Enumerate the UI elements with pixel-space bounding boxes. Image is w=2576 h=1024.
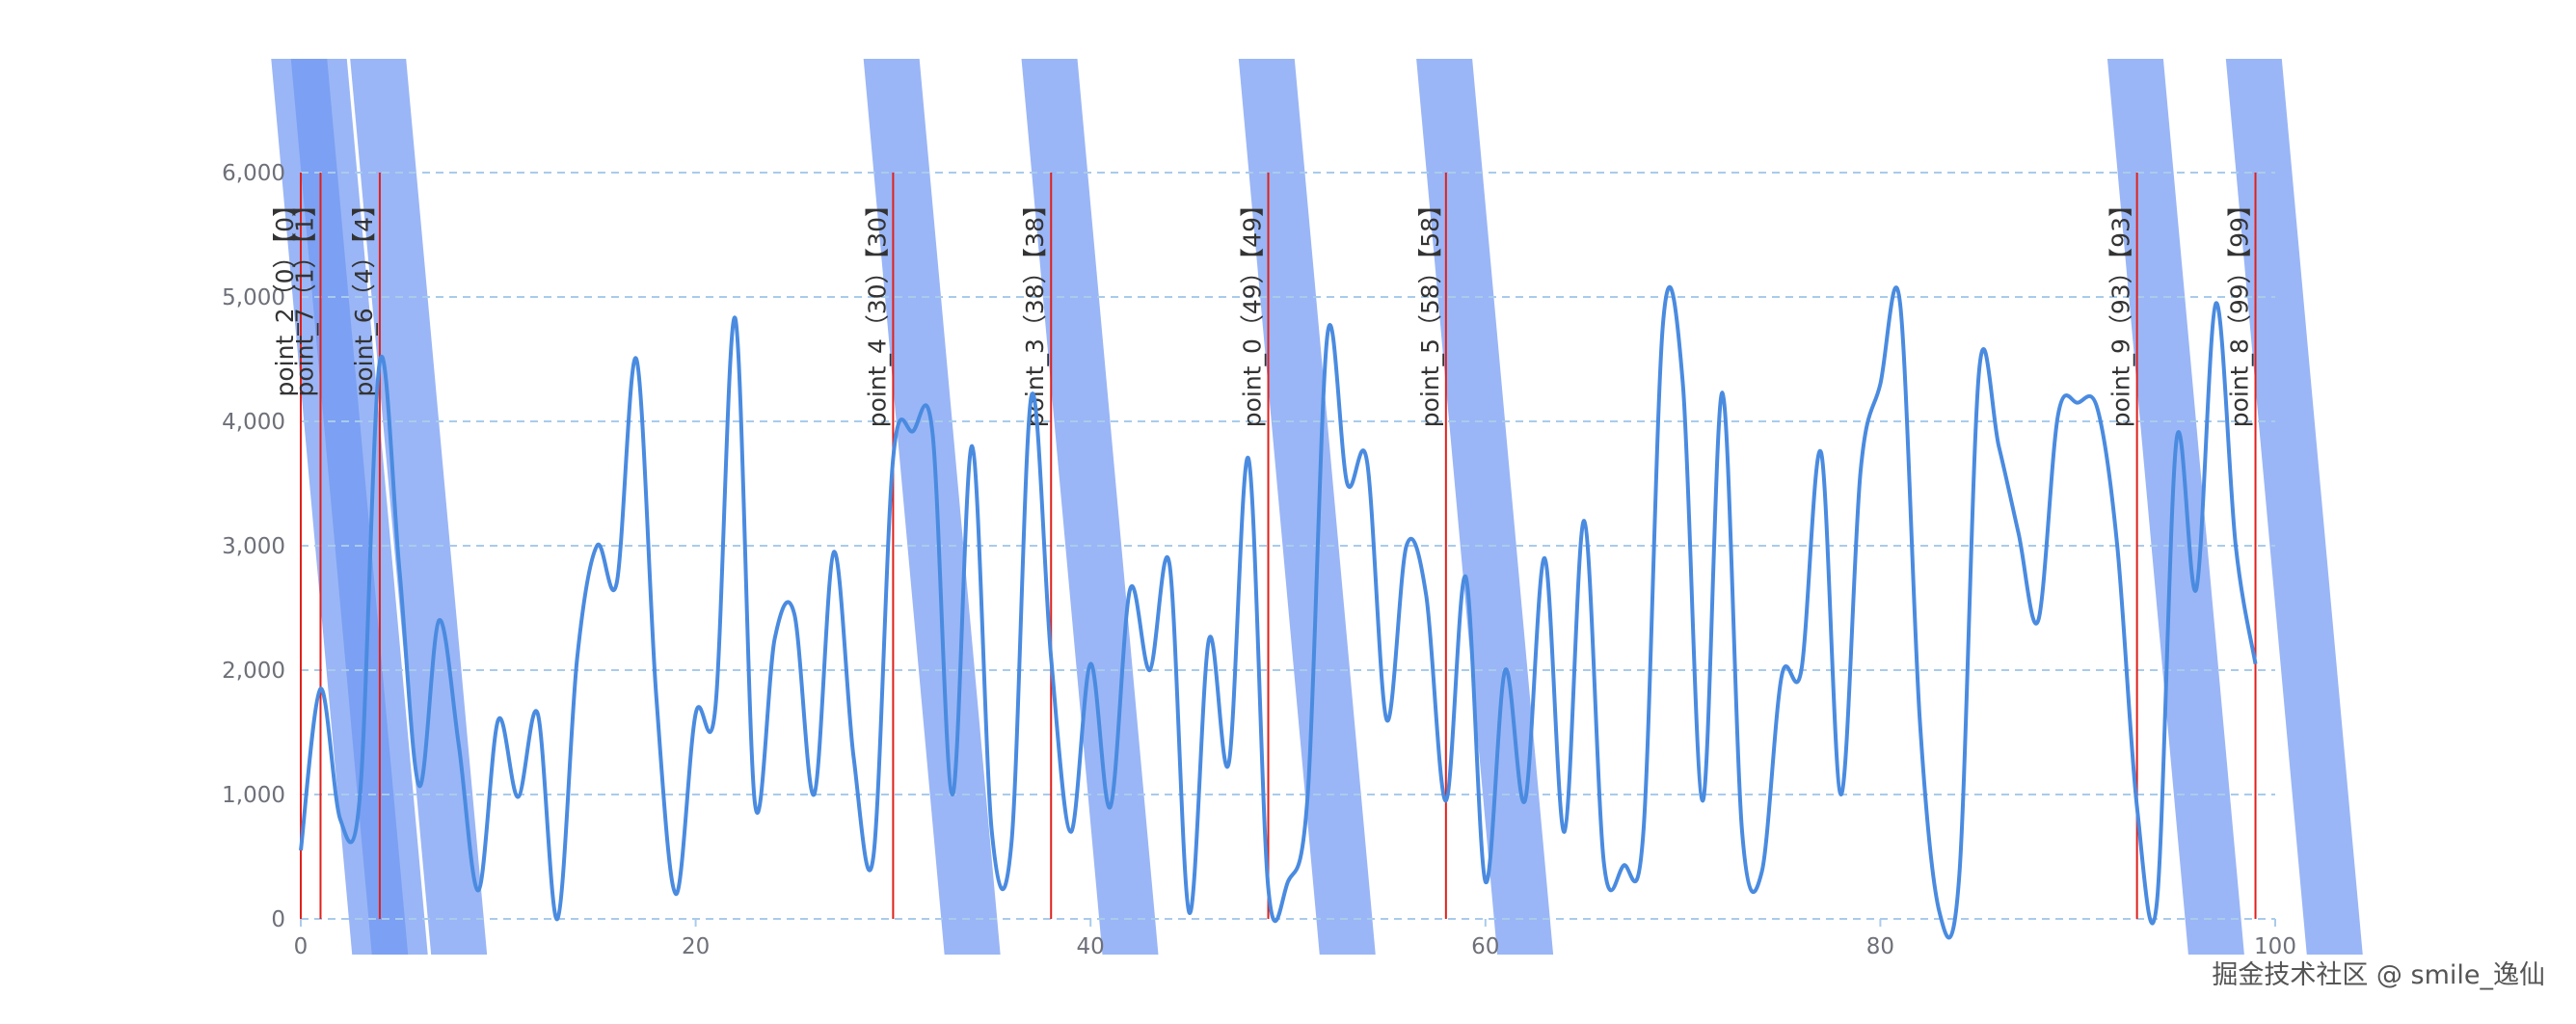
y-tick-label: 5,000 — [222, 285, 285, 310]
y-tick-label: 0 — [271, 907, 285, 932]
y-tick-label: 4,000 — [222, 410, 285, 435]
marker-label: point_8（99）【99】 — [2226, 193, 2254, 427]
marker-label: point_9（93）【93】 — [2107, 193, 2135, 427]
x-tick-label: 40 — [1077, 934, 1105, 959]
y-tick-label: 6,000 — [222, 161, 285, 186]
x-tick-label: 100 — [2254, 934, 2296, 959]
marker-label: point_3（38）【38】 — [1021, 193, 1049, 427]
marker-label: point_5（58）【58】 — [1416, 193, 1444, 427]
highlight-band — [1021, 59, 1159, 955]
y-tick-label: 2,000 — [222, 659, 285, 684]
watermark: 掘金技术社区 @ smile_逸仙 — [2212, 960, 2545, 990]
highlight-band — [290, 59, 428, 955]
highlight-band — [2106, 59, 2244, 955]
x-tick-label: 80 — [1866, 934, 1894, 959]
bands — [271, 59, 2363, 955]
highlight-band — [1416, 59, 1554, 955]
x-tick-label: 20 — [682, 934, 710, 959]
highlight-band — [2225, 59, 2363, 955]
highlight-band — [863, 59, 1001, 955]
highlight-band — [350, 59, 488, 955]
marker-label: point_6（4）【4】 — [350, 193, 378, 396]
highlight-band — [1238, 59, 1376, 955]
x-tick-label: 0 — [294, 934, 309, 959]
marker-label: point_2（0）【0】 — [271, 193, 299, 396]
line — [299, 284, 2258, 940]
x-tick-label: 60 — [1471, 934, 1499, 959]
marker-label: point_7（1）【1】 — [290, 193, 318, 396]
plot: point_2（0）【0】point_7（1）【1】 point_6（4）【4】 p… — [271, 173, 2258, 940]
marker-label: point_0（49）【49】 — [1239, 193, 1267, 427]
marker-label: point_4（30）【30】 — [863, 193, 891, 427]
grid: 0 1,000 2,000 3,000 4,000 5,000 6,000 0 20 40 60 80… — [222, 161, 2296, 959]
y-tick-label: 1,000 — [222, 783, 285, 808]
y-tick-label: 3,000 — [222, 534, 285, 559]
